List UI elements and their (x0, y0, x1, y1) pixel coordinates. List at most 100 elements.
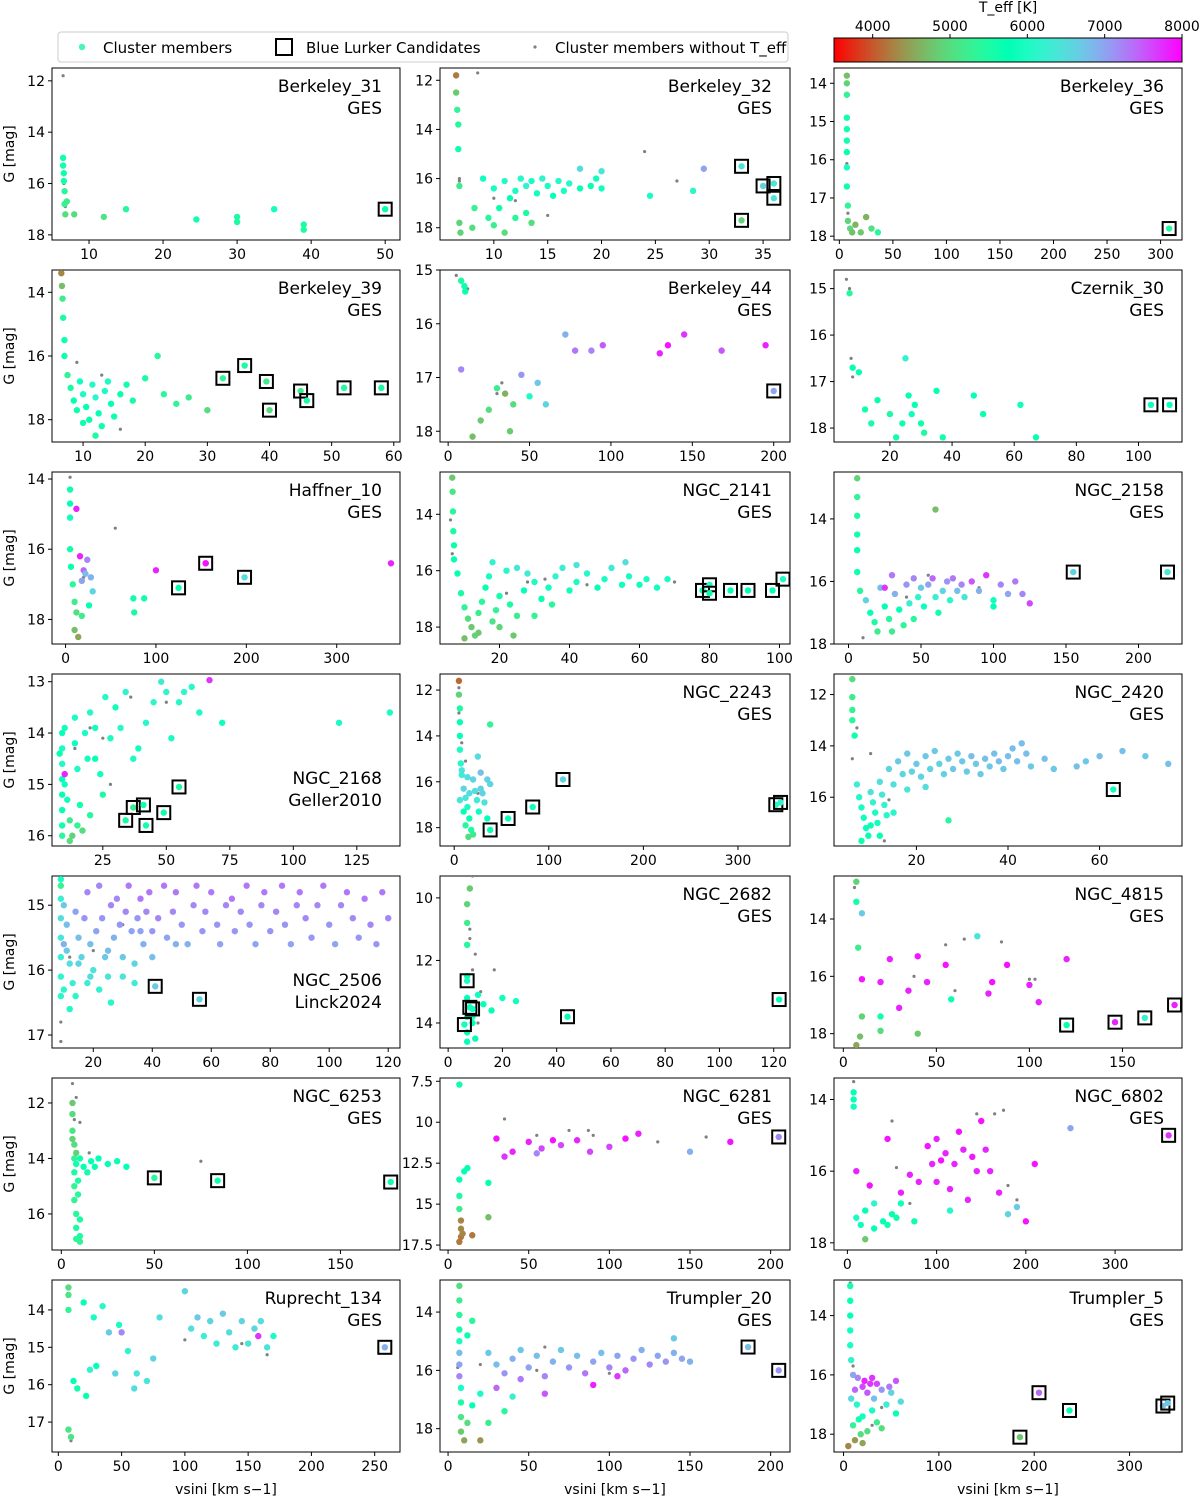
member-point (456, 1192, 463, 1200)
blc-marker (191, 991, 207, 1007)
blc-marker (1065, 564, 1081, 580)
member-point (461, 282, 468, 290)
y-tick-label: 14 (809, 1309, 827, 1325)
y-tick-label: 14 (809, 512, 827, 528)
member-point (489, 618, 496, 625)
member-point (885, 615, 893, 623)
member-point (473, 796, 481, 804)
x-tick-label: 0 (839, 1055, 848, 1071)
member-point (858, 837, 865, 845)
x-tick-label: 20 (593, 247, 611, 263)
panel-title: NGC_2506 (292, 971, 382, 991)
member-point (510, 632, 517, 639)
member-point (506, 601, 514, 608)
member-point (857, 1431, 864, 1438)
member-point (573, 578, 580, 586)
member-point (850, 1096, 857, 1103)
blc-marker (262, 402, 277, 418)
y-tick-label: 14 (415, 122, 433, 138)
member-point (175, 699, 183, 706)
member-point (60, 940, 67, 948)
member-point (469, 1317, 476, 1325)
member-point (981, 755, 989, 762)
member-point (1004, 752, 1012, 760)
member-point (847, 1395, 855, 1402)
panel-frame (439, 673, 791, 847)
member-point (193, 216, 200, 223)
y-axis-label: G [mag] (2, 731, 18, 788)
member-point (843, 137, 851, 144)
member-point (61, 724, 68, 732)
member-point (87, 574, 95, 581)
member-point (76, 553, 84, 560)
member-point (939, 434, 946, 441)
member-point (509, 1355, 516, 1362)
member-point (590, 1358, 597, 1365)
member-point (849, 693, 856, 701)
member-point (974, 933, 981, 940)
member-point (66, 817, 73, 824)
x-tick-label: 100 (596, 1257, 623, 1273)
x-tick-label: 100 (535, 853, 562, 869)
x-tick-label: 40 (302, 247, 320, 263)
x-tick-label: 150 (327, 1257, 354, 1273)
member-point (932, 506, 939, 513)
member-point (849, 1371, 857, 1379)
member-point (843, 72, 851, 79)
member-point (123, 1163, 130, 1170)
blc-marker (740, 1339, 756, 1355)
panel-frame (51, 1279, 401, 1453)
blc-marker (723, 582, 738, 598)
no-teff-point (586, 1128, 590, 1133)
member-point (84, 556, 91, 563)
panel-source: GES (1129, 1311, 1164, 1331)
blc-point (1164, 568, 1171, 576)
member-point (63, 198, 71, 205)
member-point (163, 688, 170, 696)
member-point (496, 592, 503, 600)
member-point (464, 803, 471, 811)
x-tick-label: 100 (933, 247, 960, 263)
blc-point (140, 801, 147, 809)
member-point (977, 770, 984, 778)
no-teff-point (882, 839, 886, 843)
blc-point (263, 378, 270, 385)
no-teff-point (457, 179, 461, 183)
member-point (859, 1413, 866, 1420)
member-point (867, 609, 874, 616)
no-teff-point (87, 1151, 91, 1155)
member-point (847, 1312, 854, 1319)
blc-point (775, 1367, 782, 1374)
x-tick-label: 300 (1116, 1459, 1143, 1475)
blc-marker (482, 822, 498, 838)
member-point (74, 1177, 82, 1184)
member-point (58, 745, 66, 752)
no-teff-point (240, 1341, 244, 1346)
x-tick-label: 40 (561, 651, 579, 667)
member-point (69, 1127, 76, 1134)
blc-point (529, 803, 536, 811)
no-teff-point (926, 573, 930, 577)
member-point (854, 493, 861, 501)
member-point (970, 392, 978, 399)
member-point (867, 788, 874, 796)
member-point (89, 588, 96, 595)
member-point (689, 187, 697, 195)
panel-title: Czernik_30 (1071, 279, 1164, 299)
member-point (1022, 1218, 1030, 1225)
member-point (864, 1428, 871, 1435)
member-point (57, 882, 65, 889)
member-point (503, 567, 510, 574)
panel-source: GES (737, 503, 772, 523)
member-point (486, 721, 494, 728)
y-tick-label: 17 (809, 375, 827, 391)
blc-point (1166, 401, 1173, 409)
no-teff-point (265, 1353, 269, 1357)
member-point (873, 1419, 881, 1426)
panel-source: GES (347, 99, 382, 119)
member-point (465, 833, 472, 841)
member-point (112, 704, 119, 711)
x-tick-label: 35 (754, 247, 772, 263)
